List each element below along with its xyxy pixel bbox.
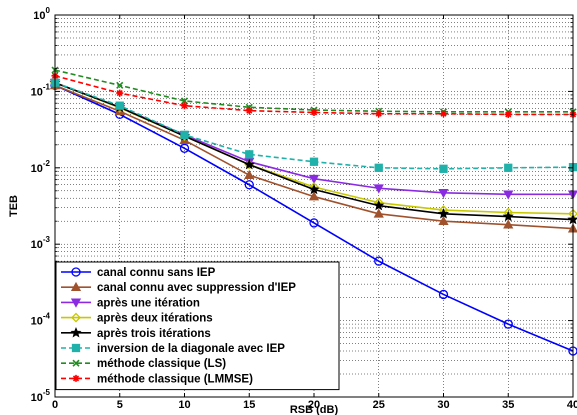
legend-label: méthode classique (LMMSE) <box>97 373 253 385</box>
data-point <box>375 110 383 118</box>
data-point <box>309 157 319 166</box>
x-tick-label: 5 <box>117 399 123 411</box>
data-point <box>503 190 514 200</box>
data-point <box>437 207 450 219</box>
x-tick-label: 25 <box>373 399 385 411</box>
y-axis-label: TEB <box>8 195 20 217</box>
y-tick-label: 100 <box>33 6 50 22</box>
data-point <box>116 81 124 89</box>
legend-box <box>55 261 340 391</box>
series-group <box>50 78 577 173</box>
legend-entry: après une itération <box>61 297 200 309</box>
data-point <box>245 150 254 159</box>
legend-label: canal connu avec suppression d'IEP <box>97 282 296 294</box>
x-tick-label: 15 <box>243 399 255 411</box>
data-point <box>310 108 318 116</box>
data-point <box>71 312 81 323</box>
data-point <box>181 102 188 110</box>
data-point <box>308 191 320 201</box>
y-tick-label: 10-1 <box>31 82 51 98</box>
data-point <box>71 343 81 353</box>
data-point <box>244 180 254 190</box>
data-point <box>72 374 80 382</box>
data-point <box>308 174 320 185</box>
data-point <box>373 199 385 211</box>
x-tick-label: 40 <box>567 399 577 411</box>
data-point <box>179 143 190 153</box>
x-tick-label: 35 <box>502 399 514 411</box>
data-point <box>374 163 383 172</box>
data-point <box>503 219 514 229</box>
data-point <box>116 89 124 97</box>
x-axis-ticks: 0 5 10 15 20 25 30 35 40 <box>52 15 577 411</box>
legend: canal connu sans IEP canal connu avec sup… <box>55 261 340 391</box>
legend-entry: méthode classique (LMMSE) <box>61 373 253 385</box>
data-point <box>502 210 514 222</box>
data-point <box>115 101 124 110</box>
legend-entry: après trois itérations <box>61 326 211 340</box>
legend-entry: méthode classique (LS) <box>61 358 226 370</box>
data-point <box>180 130 189 139</box>
x-tick-label: 20 <box>308 399 320 411</box>
legend-entry: canal connu sans IEP <box>61 267 216 279</box>
data-point <box>243 158 255 170</box>
legend-entry: inversion de la diagonale avec IEP <box>61 343 285 355</box>
data-point <box>308 183 320 195</box>
data-point <box>70 298 82 308</box>
data-point <box>439 164 448 173</box>
data-point <box>440 110 447 118</box>
data-point <box>72 359 80 367</box>
y-tick-label: 10-3 <box>31 235 51 251</box>
legend-entry: canal connu avec suppression d'IEP <box>61 281 296 294</box>
legend-label: canal connu sans IEP <box>97 267 216 279</box>
series-line <box>54 84 574 352</box>
legend-label: méthode classique (LS) <box>97 358 226 370</box>
legend-label: inversion de la diagonale avec IEP <box>97 343 285 355</box>
x-tick-label: 0 <box>52 399 58 411</box>
data-point <box>438 215 449 226</box>
legend-label: après deux itérations <box>97 313 213 325</box>
data-point <box>504 110 512 118</box>
data-point <box>438 189 449 199</box>
y-axis-ticks: 100 10-1 10-2 10-3 10-4 10-5 <box>31 6 573 404</box>
legend-label: après une itération <box>97 297 200 309</box>
x-axis-label: RSB (dB) <box>290 404 339 415</box>
y-tick-label: 10-4 <box>31 312 51 328</box>
series-line <box>54 75 573 116</box>
data-point <box>309 218 319 228</box>
data-point <box>71 267 81 277</box>
data-point <box>438 289 449 300</box>
y-tick-label: 10-2 <box>31 159 51 175</box>
legend-label: après trois itérations <box>97 328 211 340</box>
data-point <box>244 169 255 180</box>
x-tick-label: 30 <box>437 399 449 411</box>
data-point <box>245 107 253 115</box>
data-point <box>503 319 513 329</box>
data-point <box>373 208 384 218</box>
data-point <box>70 326 82 338</box>
y-tick-label: 10-5 <box>31 388 51 404</box>
series-line <box>54 69 573 113</box>
data-point <box>70 281 82 292</box>
data-point <box>504 163 513 172</box>
data-point <box>373 184 384 194</box>
x-tick-label: 10 <box>178 399 190 411</box>
legend-entry: après deux itérations <box>61 313 213 325</box>
data-point <box>374 256 384 266</box>
